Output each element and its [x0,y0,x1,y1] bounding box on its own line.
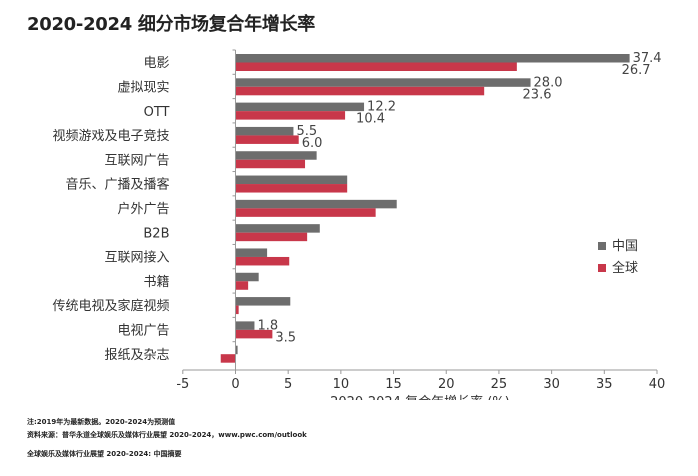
chart-title: 2020-2024 细分市场复合年增长率 [27,14,315,35]
category-label: 音乐、广播及播客 [65,177,169,193]
data-label-global: 3.5 [275,330,296,345]
x-tick-label: -5 [176,377,189,392]
bar-china [235,78,531,87]
legend-label: 中国 [612,239,638,254]
data-label-global: 10.4 [356,112,385,127]
bar-global [235,208,376,217]
bar-global [235,281,249,290]
data-label-china: 37.4 [633,51,662,66]
category-label: 户外广告 [117,201,169,217]
data-label-global: 26.7 [622,63,651,78]
data-label-global: 23.6 [523,87,552,102]
bar-china [235,199,397,209]
bar-global [235,62,517,71]
legend-swatch-china [598,242,606,250]
data-label-china: 1.8 [257,318,278,333]
bar-china [235,321,255,330]
x-tick-label: 30 [543,377,560,392]
data-label-global: 6.0 [302,136,323,151]
category-label: 电视广告 [117,324,169,339]
category-label: 视频游戏及电子竞技 [52,128,169,144]
category-label: 报纸及杂志 [104,348,169,363]
bar-global [235,184,348,193]
bar-china [235,54,630,63]
x-tick-label: 20 [438,377,455,392]
data-label-china: 5.5 [296,124,317,139]
x-tick-label: 5 [284,377,292,392]
x-tick-label: 10 [333,377,350,392]
data-label-china: 12.2 [367,100,396,115]
x-axis-label: 2020-2024 复合年增长率 (%) [330,394,510,400]
bar-china [235,272,259,282]
bar-global [235,111,346,120]
x-tick-label: 40 [649,377,666,392]
x-tick-label: 25 [491,377,508,392]
bar-global [235,329,273,339]
bar-china [235,151,317,160]
legend-swatch-global [598,264,606,272]
category-label: 互联网广告 [104,153,169,168]
bar-global [235,256,290,266]
legend-label: 全球 [612,260,638,276]
x-tick-label: 0 [231,377,239,392]
x-tick-label: 35 [596,377,613,392]
bar-china [235,345,238,355]
category-label: 虚拟现实 [117,80,169,95]
category-label: B2B [143,226,169,241]
category-label: 电影 [143,56,169,71]
bar-china [235,102,365,112]
bar-global [235,86,485,96]
data-label-china: 28.0 [534,75,563,90]
bar-china [235,224,320,233]
bar-global [235,232,308,242]
category-label: 传统电视及家庭视频 [52,298,169,314]
bar-global [220,354,236,363]
note-text: 注:2019年为最新数据。2020-2024为预测值 [27,418,176,426]
category-label: 书籍 [143,274,169,290]
x-tick-label: 15 [385,377,402,392]
bar-china [235,126,294,136]
source-text: 资料来源：普华永道全球娱乐及媒体行业展望 2020-2024，www.pwc.c… [27,431,307,439]
category-label: OTT [144,105,170,120]
bar-global [235,135,299,144]
bar-china [235,297,291,306]
bar-global [235,305,239,315]
bar-china [235,175,348,185]
footer-text: 全球娱乐及媒体行业展望 2020-2024: 中国摘要 [27,450,182,458]
bar-global [235,159,306,169]
bar-china [235,248,268,257]
category-label: 互联网接入 [104,250,169,266]
